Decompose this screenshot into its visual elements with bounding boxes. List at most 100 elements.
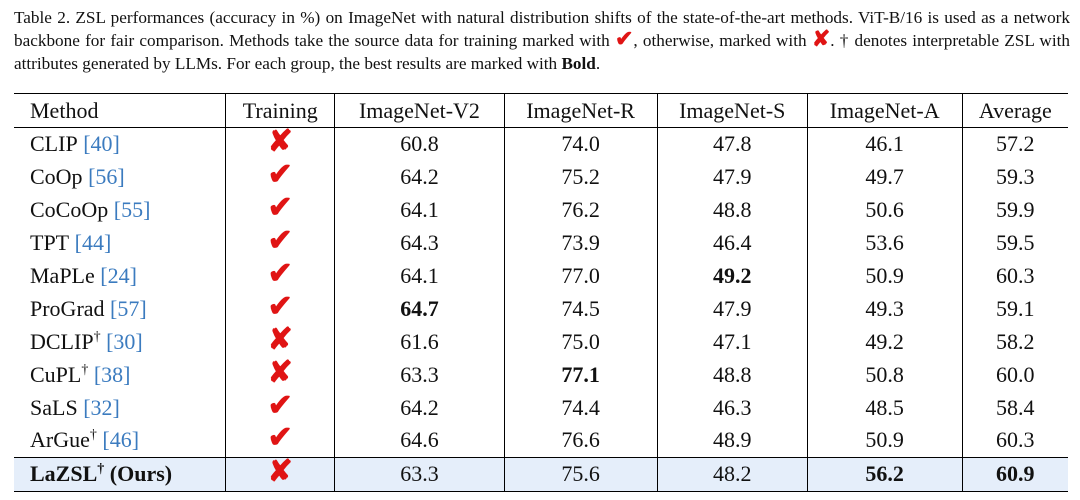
citation-link[interactable]: [30] [106, 328, 143, 354]
value-cell-a: 53.6 [806, 226, 963, 260]
method-name: ProGrad [30, 295, 105, 321]
checkmark-icon: ✔ [267, 224, 293, 258]
training-cell: ✘ [225, 322, 335, 359]
checkmark-icon: ✔ [267, 257, 293, 290]
table-row: ProGrad [57] ✔ 64.7 74.5 47.9 49.3 59.1 [14, 289, 1068, 326]
value-cell-r: 75.0 [503, 325, 658, 359]
checkmark-icon: ✔ [614, 26, 634, 51]
value-cell-avg: 58.4 [961, 391, 1068, 425]
value-cell-v2: 64.6 [334, 424, 504, 458]
checkmark-icon: ✔ [267, 158, 293, 192]
method-name: DCLIP [30, 328, 94, 354]
table-row: TPT [44] ✔ 64.3 73.9 46.4 53.6 59.5 [14, 224, 1068, 260]
value-cell-avg: 60.3 [961, 424, 1068, 458]
cross-icon: ✘ [811, 26, 831, 51]
citation-link[interactable]: [44] [74, 230, 112, 256]
value-cell-v2: 64.7 [334, 292, 504, 326]
table-caption: Table 2. ZSL performances (accuracy in %… [14, 6, 1070, 75]
value-cell-a: 50.9 [806, 424, 963, 458]
method-cell: CoOp [56] [14, 161, 226, 194]
training-cell: ✔ [225, 257, 335, 293]
value-cell-r: 76.6 [503, 424, 658, 458]
citation-link[interactable]: [46] [102, 427, 140, 453]
method-cell: DCLIP† [30] [14, 325, 226, 358]
value-cell-avg: 59.1 [961, 292, 1068, 326]
training-cell: ✘ [225, 127, 335, 161]
value-cell-a: 50.6 [806, 193, 963, 227]
value-cell-r: 73.9 [503, 226, 658, 260]
column-header-training: Training [225, 93, 335, 128]
value-cell-v2: 64.3 [334, 226, 504, 260]
table-row: CoOp [56] ✔ 64.2 75.2 47.9 49.7 59.3 [14, 158, 1068, 194]
method-name: CoCoOp [30, 197, 109, 223]
training-cell: ✔ [225, 224, 335, 260]
method-name: CLIP [30, 131, 78, 157]
value-cell-v2: 64.1 [334, 259, 504, 293]
table-row: MaPLe [24] ✔ 64.1 77.0 49.2 50.9 60.3 [14, 257, 1068, 293]
checkmark-icon: ✔ [267, 191, 293, 225]
value-cell-s: 48.8 [656, 358, 808, 392]
table-row: CLIP [40] ✘ 60.8 74.0 47.8 46.1 57.2 [14, 127, 1068, 161]
value-cell-v2: 64.2 [334, 391, 504, 425]
caption-bold-word: Bold [561, 54, 596, 73]
citation-link[interactable]: [57] [110, 295, 147, 321]
value-cell-a: 50.8 [806, 358, 963, 392]
caption-text: . [595, 54, 601, 73]
value-cell-v2: 61.6 [334, 325, 504, 359]
citation-link[interactable]: [55] [113, 197, 151, 223]
value-cell-avg: 57.2 [961, 127, 1068, 161]
table-row: CoCoOp [55] ✔ 64.1 76.2 48.8 50.6 59.9 [14, 191, 1068, 227]
value-cell-v2: 60.8 [334, 127, 504, 161]
column-header-average: Average [961, 93, 1068, 128]
table-row-ours: LaZSL† (Ours) ✘ 63.3 75.6 48.2 56.2 60.9 [14, 456, 1068, 492]
method-name: SaLS [30, 394, 78, 420]
dagger-mark: † [89, 428, 97, 444]
column-header-imagenet-s: ImageNet-S [656, 93, 808, 128]
value-cell-avg: 58.2 [961, 325, 1068, 359]
table-row: SaLS [32] ✔ 64.2 74.4 46.3 48.5 58.4 [14, 390, 1068, 425]
method-suffix: (Ours) [109, 461, 173, 487]
value-cell-s: 48.9 [656, 424, 808, 458]
method-cell: MaPLe [24] [14, 260, 226, 293]
table-header-row: Method Training ImageNet-V2 ImageNet-R I… [14, 93, 1068, 128]
dagger-mark: † [97, 462, 105, 478]
training-cell: ✘ [225, 457, 335, 492]
dagger-mark: † [93, 329, 101, 345]
training-cell: ✔ [225, 158, 335, 194]
results-table: Method Training ImageNet-V2 ImageNet-R I… [14, 93, 1068, 492]
citation-link[interactable]: [56] [88, 164, 125, 190]
value-cell-a: 49.2 [806, 325, 963, 359]
value-cell-r: 75.2 [503, 160, 658, 194]
method-cell: LaZSL† (Ours) [14, 456, 226, 492]
citation-link[interactable]: [32] [83, 394, 120, 420]
training-cell: ✔ [225, 390, 335, 425]
citation-link[interactable]: [24] [100, 263, 137, 288]
caption-text: Table 2. ZSL performances (accuracy in %… [14, 8, 1070, 50]
value-cell-v2: 64.1 [334, 193, 504, 227]
method-cell: ProGrad [57] [14, 292, 226, 325]
cross-icon: ✘ [267, 322, 293, 356]
checkmark-icon: ✔ [267, 289, 293, 323]
method-name: CuPL [30, 361, 82, 387]
value-cell-avg: 60.0 [961, 358, 1068, 392]
caption-text: . † denotes interpretable ZSL with attri… [14, 31, 1070, 73]
training-cell: ✔ [225, 191, 335, 227]
column-header-method: Method [14, 93, 226, 128]
training-cell: ✘ [225, 355, 335, 392]
column-header-imagenet-r: ImageNet-R [503, 93, 658, 128]
method-cell: CLIP [40] [14, 128, 226, 161]
value-cell-r: 77.0 [503, 259, 658, 293]
method-name: LaZSL [30, 461, 98, 487]
value-cell-s: 48.2 [656, 456, 808, 492]
method-cell: TPT [44] [14, 227, 226, 260]
citation-link[interactable]: [40] [83, 131, 120, 157]
table-row: CuPL† [38] ✘ 63.3 77.1 48.8 50.8 60.0 [14, 355, 1068, 392]
value-cell-avg: 59.5 [961, 226, 1068, 260]
citation-link[interactable]: [38] [93, 361, 131, 387]
value-cell-a: 46.1 [806, 127, 963, 161]
cross-icon: ✘ [267, 355, 293, 389]
value-cell-a: 50.9 [806, 259, 963, 293]
value-cell-s: 48.8 [656, 193, 808, 227]
value-cell-v2: 63.3 [334, 358, 504, 392]
method-name: TPT [30, 230, 70, 256]
